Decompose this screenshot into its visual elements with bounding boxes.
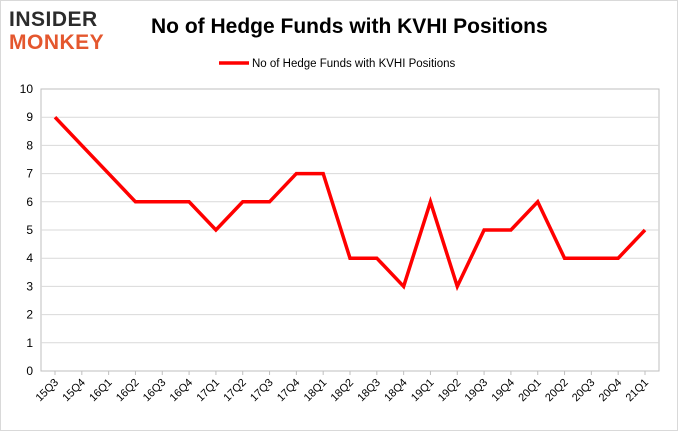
y-tick-label: 0 [26, 364, 33, 378]
x-tick-label: 16Q1 [87, 377, 115, 405]
y-tick-label: 1 [26, 336, 33, 350]
x-tick-label: 19Q4 [490, 377, 518, 405]
x-tick-label: 20Q2 [543, 377, 571, 405]
y-tick-label: 4 [26, 251, 33, 265]
x-tick-label: 15Q3 [34, 377, 62, 405]
chart-title: No of Hedge Funds with KVHI Positions [151, 15, 548, 38]
x-tick-label: 17Q3 [248, 377, 276, 405]
x-tick-label: 20Q1 [516, 377, 544, 405]
legend-label: No of Hedge Funds with KVHI Positions [252, 58, 456, 70]
x-tick-label: 16Q2 [114, 377, 142, 405]
y-tick-label: 2 [26, 308, 33, 322]
y-tick-label: 7 [26, 167, 33, 181]
y-tick-label: 9 [26, 110, 33, 124]
logo-line-1: INSIDER [9, 8, 98, 31]
x-tick-label: 18Q3 [355, 377, 383, 405]
x-tick-label: 17Q2 [221, 377, 249, 405]
x-tick-label: 17Q4 [275, 377, 303, 405]
logo-line-2: MONKEY [9, 31, 105, 54]
x-tick-label: 20Q3 [570, 377, 598, 405]
x-tick-label: 19Q2 [436, 377, 464, 405]
y-tick-label: 6 [26, 195, 33, 209]
x-tick-label: 17Q1 [195, 377, 223, 405]
insider-monkey-logo: INSIDER MONKEY [9, 9, 129, 57]
x-tick-label: 18Q1 [302, 377, 330, 405]
x-tick-label: 19Q3 [463, 377, 491, 405]
x-tick-label: 16Q4 [168, 377, 196, 405]
y-tick-label: 3 [26, 279, 33, 293]
x-tick-label: 18Q4 [382, 377, 410, 405]
x-tick-label: 18Q2 [329, 377, 357, 405]
y-tick-label: 10 [20, 82, 34, 96]
x-tick-label: 20Q4 [597, 377, 625, 405]
x-tick-label: 15Q4 [60, 377, 88, 405]
y-tick-label: 5 [26, 223, 33, 237]
x-tick-label: 21Q1 [624, 377, 652, 405]
x-tick-label: 16Q3 [141, 377, 169, 405]
y-tick-label: 8 [26, 138, 33, 152]
x-tick-label: 19Q1 [409, 377, 437, 405]
